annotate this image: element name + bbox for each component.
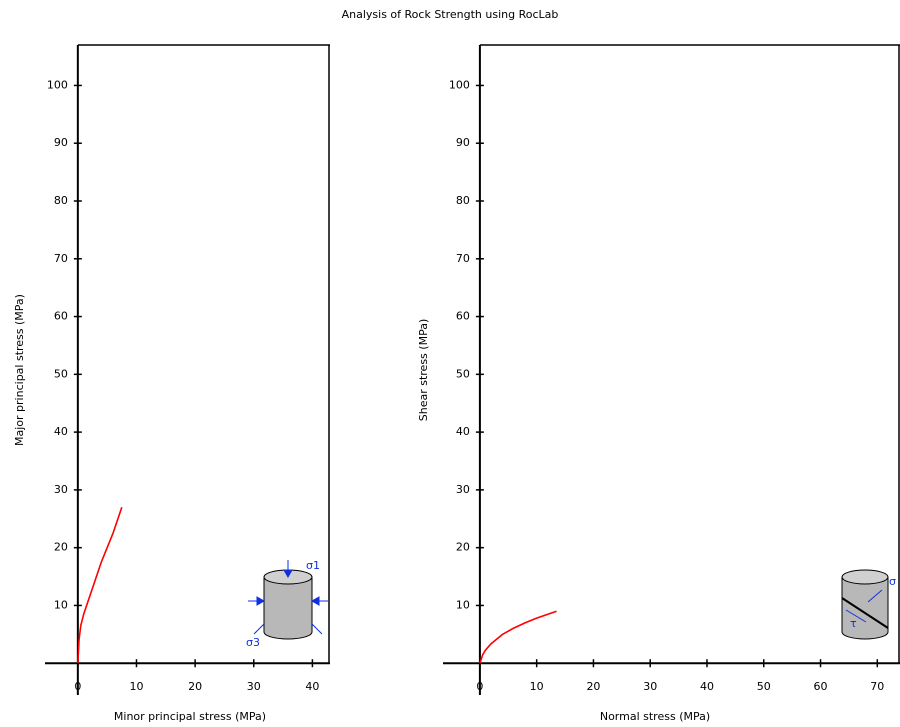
x-tick-label: 0 — [74, 680, 81, 693]
x-tick-label: 30 — [247, 680, 261, 693]
y-tick-label: 80 — [456, 194, 470, 207]
y-tick-label: 70 — [54, 252, 68, 265]
y-tick-label: 50 — [54, 367, 68, 380]
page-title: Analysis of Rock Strength using RocLab — [342, 8, 559, 21]
y-tick-label: 80 — [54, 194, 68, 207]
y-tick-label: 20 — [456, 541, 470, 554]
x-tick-label: 50 — [757, 680, 771, 693]
y-tick-label: 30 — [456, 483, 470, 496]
x-tick-label: 30 — [643, 680, 657, 693]
y-tick-label: 90 — [456, 136, 470, 149]
y-axis-title: Major principal stress (MPa) — [13, 294, 26, 446]
x-tick-label: 60 — [814, 680, 828, 693]
icon-label: τ — [850, 617, 857, 630]
x-tick-label: 0 — [476, 680, 483, 693]
data-line — [77, 506, 123, 664]
y-tick-label: 60 — [456, 310, 470, 323]
icon-label: σ1 — [306, 559, 320, 572]
y-tick-label: 50 — [456, 367, 470, 380]
icon-label: σ — [889, 575, 896, 588]
x-tick-label: 40 — [700, 680, 714, 693]
y-tick-label: 30 — [54, 483, 68, 496]
y-tick-label: 10 — [456, 598, 470, 611]
y-tick-label: 60 — [54, 310, 68, 323]
x-tick-label: 10 — [530, 680, 544, 693]
icon-label: σ3 — [246, 636, 260, 649]
y-tick-label: 70 — [456, 252, 470, 265]
x-axis-title: Normal stress (MPa) — [600, 710, 710, 723]
x-tick-label: 20 — [586, 680, 600, 693]
x-tick-label: 70 — [870, 680, 884, 693]
y-tick-label: 100 — [449, 78, 470, 91]
y-tick-label: 40 — [456, 425, 470, 438]
x-tick-label: 10 — [129, 680, 143, 693]
x-axis-title: Minor principal stress (MPa) — [114, 710, 266, 723]
y-tick-label: 100 — [47, 78, 68, 91]
y-tick-label: 10 — [54, 598, 68, 611]
data-line — [479, 610, 557, 664]
y-axis-title: Shear stress (MPa) — [417, 319, 430, 422]
x-tick-label: 40 — [305, 680, 319, 693]
triaxial-icon: σ1 σ3 — [246, 559, 328, 649]
y-tick-label: 20 — [54, 541, 68, 554]
shear-icon: σ τ — [841, 569, 896, 640]
y-tick-label: 90 — [54, 136, 68, 149]
x-tick-label: 20 — [188, 680, 202, 693]
y-tick-label: 40 — [54, 425, 68, 438]
